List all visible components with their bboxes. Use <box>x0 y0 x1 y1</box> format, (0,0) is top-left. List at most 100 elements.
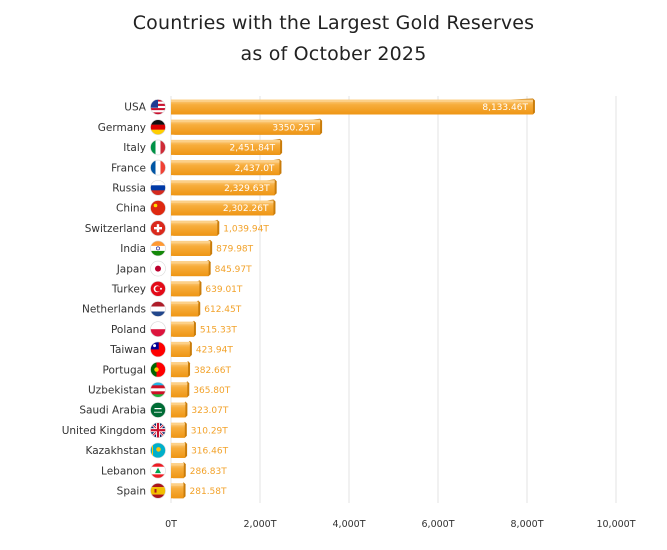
bar-highlight <box>171 261 209 264</box>
bar-usa: 8,133.46T <box>171 98 535 115</box>
bar <box>171 240 211 256</box>
chart-title-line-1: Countries with the Largest Gold Reserves <box>132 12 535 34</box>
category-labels: USA Germany Italy France Russia China Switzerl… <box>62 102 147 498</box>
bar <box>171 483 184 499</box>
bar <box>171 99 533 115</box>
category-label: Switzerland <box>85 223 146 235</box>
bar <box>171 382 188 398</box>
japan-flag-icon <box>150 260 166 277</box>
category-label: Spain <box>117 486 146 498</box>
category-label: Lebanon <box>101 465 146 477</box>
china-flag-icon <box>150 200 166 216</box>
category-label: Portugal <box>103 364 147 376</box>
bar <box>171 442 186 458</box>
bar <box>171 321 194 337</box>
bar-uzbekistan: 365.80T <box>171 381 231 398</box>
category-label: Italy <box>123 142 146 154</box>
kazakhstan-flag-icon <box>150 442 166 459</box>
bar <box>171 139 281 155</box>
taiwan-flag-icon <box>150 341 166 358</box>
bar <box>171 180 275 196</box>
bar-united-kingdom: 310.29T <box>171 421 228 438</box>
bar-highlight <box>171 341 190 345</box>
bar-highlight <box>171 463 184 466</box>
value-label: 423.94T <box>196 346 233 356</box>
uzbekistan-flag-icon <box>150 381 166 398</box>
x-axis-ticks: 0T 2,000T 4,000T 6,000T 8,000T 10,000T <box>165 519 636 530</box>
usa-flag-icon <box>150 99 166 115</box>
bar-japan: 845.97T <box>171 260 252 277</box>
category-label: France <box>111 162 146 174</box>
germany-flag-icon <box>150 119 166 135</box>
value-label: 382.66T <box>194 366 231 376</box>
value-label: 879.98T <box>216 245 253 255</box>
category-label: Turkey <box>111 284 146 296</box>
bar-china: 2,302.26T <box>171 199 276 216</box>
value-label: 286.83T <box>190 467 227 477</box>
value-label: 845.97T <box>215 265 252 275</box>
category-label: Taiwan <box>109 344 146 356</box>
category-label: Uzbekistan <box>88 385 146 397</box>
bar <box>171 362 189 378</box>
bar-highlight <box>171 402 186 405</box>
bar-lebanon: 286.83T <box>171 462 227 479</box>
bar <box>171 160 280 176</box>
value-label: 281.58T <box>190 487 227 497</box>
category-label: Saudi Arabia <box>79 405 146 417</box>
india-flag-icon <box>150 240 166 257</box>
bar-highlight <box>171 139 281 143</box>
bar <box>171 261 209 277</box>
bars: 8,133.46T 3350.25T 2,451.84T 2,437.0T 2,329.… <box>171 98 535 499</box>
bar <box>171 463 184 479</box>
value-label: 2,329.63T <box>224 184 270 194</box>
bar-highlight <box>171 99 533 102</box>
bar-turkey: 639.01T <box>171 280 243 297</box>
x-tick-label: 0T <box>165 519 177 530</box>
value-label: 8,133.46T <box>482 103 528 113</box>
italy-flag-icon <box>150 139 166 156</box>
value-label: 2,302.26T <box>223 204 269 214</box>
bar-highlight <box>171 382 188 385</box>
category-label: Kazakhstan <box>86 445 147 457</box>
value-label: 612.45T <box>204 305 241 315</box>
value-label: 323.07T <box>191 406 228 416</box>
bar-taiwan: 423.94T <box>171 340 233 357</box>
bar <box>171 119 321 135</box>
value-label: 2,437.0T <box>235 164 275 174</box>
lebanon-flag-icon <box>150 462 166 479</box>
bar-italy: 2,451.84T <box>171 138 283 155</box>
bar-highlight <box>171 483 184 486</box>
category-label: China <box>116 203 146 215</box>
bar-highlight <box>171 160 280 163</box>
x-tick-label: 6,000T <box>422 519 455 530</box>
saudi-arabia-flag-icon <box>150 402 166 418</box>
bar-kazakhstan: 316.46T <box>171 441 229 458</box>
x-tick-label: 2,000T <box>244 519 277 530</box>
bar-switzerland: 1,039.94T <box>171 219 269 236</box>
flags <box>150 99 166 499</box>
switzerland-flag-icon <box>150 220 166 236</box>
spain-flag-icon <box>150 482 166 499</box>
turkey-flag-icon <box>150 280 166 297</box>
bar-france: 2,437.0T <box>171 159 282 176</box>
bar-russia: 2,329.63T <box>171 179 277 196</box>
russia-flag-icon <box>150 180 166 196</box>
bar-highlight <box>171 422 185 426</box>
bar-india: 879.98T <box>171 239 254 256</box>
bar-netherlands: 612.45T <box>171 300 242 317</box>
bar-highlight <box>171 321 194 325</box>
bar <box>171 301 199 317</box>
value-label: 1,039.94T <box>223 224 269 234</box>
value-label: 316.46T <box>191 447 228 457</box>
bar <box>171 200 274 216</box>
bar-poland: 515.33T <box>171 320 237 337</box>
bar-highlight <box>171 362 189 365</box>
value-label: 2,451.84T <box>230 144 276 154</box>
value-label: 310.29T <box>191 426 228 436</box>
category-label: Germany <box>98 122 146 134</box>
bar-portugal: 382.66T <box>171 361 232 378</box>
united-kingdom-flag-icon <box>150 422 166 439</box>
bar-highlight <box>171 281 200 284</box>
bar-highlight <box>171 180 275 183</box>
